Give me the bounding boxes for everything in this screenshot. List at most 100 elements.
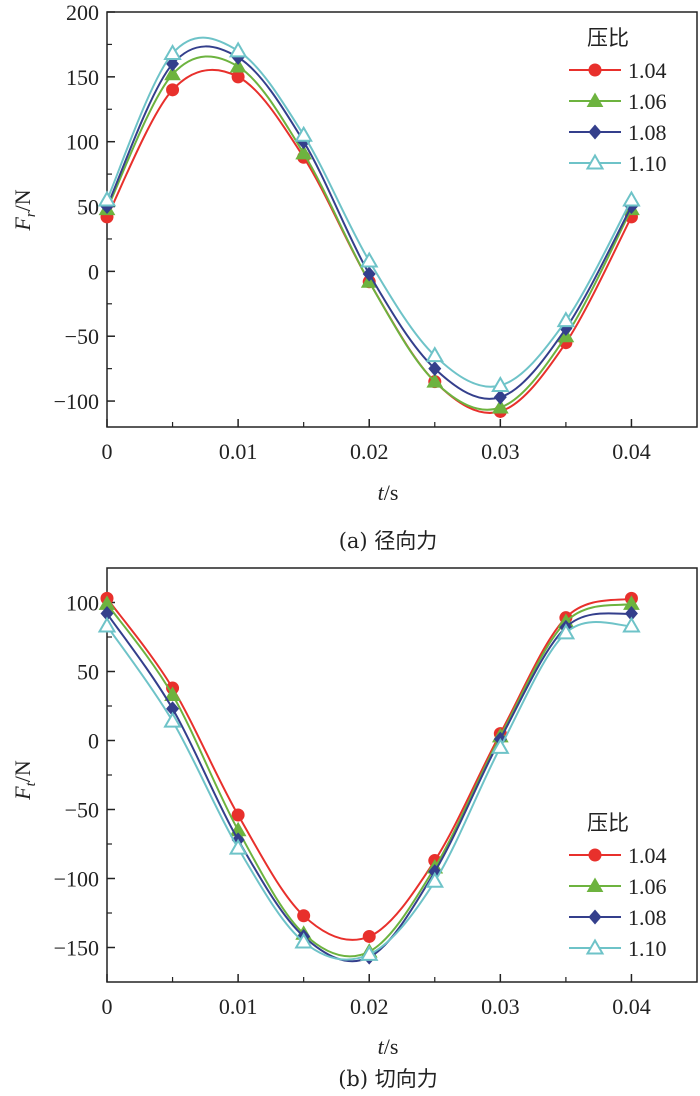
y-axis-title: Fr/N: [10, 189, 39, 231]
legend-label: 1.10: [628, 151, 667, 176]
x-axis-unit: /s: [384, 1034, 399, 1059]
series-1-08: [100, 606, 638, 965]
series-1-04: [100, 68, 638, 418]
data-point: [294, 932, 313, 949]
series-1-10: [97, 616, 641, 961]
legend-label: 1.10: [628, 936, 667, 961]
data-point: [425, 346, 445, 363]
data-point: [491, 375, 510, 392]
x-tick-label: 0.02: [350, 439, 389, 464]
y-axis-subscript: t: [23, 781, 39, 786]
x-tick-label: 0.03: [481, 994, 520, 1019]
legend-label: 1.04: [628, 58, 667, 83]
legend-label: 1.08: [628, 905, 667, 930]
data-point: [362, 266, 376, 282]
y-tick-label: 100: [66, 591, 99, 616]
y-tick-label: 200: [66, 0, 99, 25]
x-tick-label: 0.03: [481, 439, 520, 464]
legend-title: 压比: [587, 26, 629, 50]
data-point: [166, 56, 180, 72]
series-1-08: [100, 45, 638, 405]
x-tick-label: 0.02: [350, 994, 389, 1019]
data-point: [491, 399, 509, 414]
data-point: [100, 606, 114, 622]
data-point: [229, 57, 247, 73]
x-axis-symbol: t: [378, 1034, 385, 1059]
y-tick-label: 150: [66, 65, 99, 90]
data-point: [359, 944, 379, 961]
series-1-10: [97, 36, 641, 392]
legend-item: 1.06: [569, 874, 667, 899]
x-axis-title: t/s: [378, 480, 399, 505]
x-tick-label: 0.04: [612, 439, 651, 464]
data-point: [425, 871, 445, 888]
data-point: [624, 606, 638, 622]
legend: 压比 1.04 1.06 1.08 1.10: [569, 811, 667, 961]
y-axis-subscript: r: [23, 211, 39, 217]
y-tick-label: −50: [65, 324, 99, 349]
data-point: [491, 737, 510, 754]
legend-label: 1.08: [628, 120, 667, 145]
x-axis-title: t/s: [378, 1034, 399, 1059]
x-tick-label: 0: [102, 439, 113, 464]
x-tick-label: 0.01: [219, 994, 258, 1019]
x-tick-label: 0.01: [219, 439, 258, 464]
data-point: [426, 373, 444, 388]
legend-item: 1.08: [569, 905, 667, 930]
y-tick-label: −50: [65, 798, 99, 823]
legend-item: 1.04: [569, 843, 667, 868]
y-tick-label: 100: [66, 130, 99, 155]
series-line: [106, 45, 633, 400]
series-line: [106, 68, 633, 414]
x-axis-unit: /s: [384, 480, 399, 505]
legend-marker: [588, 909, 602, 925]
series-1-06: [98, 55, 640, 414]
series-line: [106, 621, 632, 961]
legend-marker: [588, 124, 602, 140]
data-point: [166, 701, 180, 717]
legend: 压比 1.04 1.06 1.08 1.10: [569, 26, 667, 176]
legend-marker: [585, 153, 605, 170]
series-1-04: [100, 591, 638, 943]
chart-tangential-force: 0 0.01 0.02 0.03 0.04 100 50 0 −50 −100 −150 压比 1.04…: [10, 567, 698, 1091]
y-tick-label: −100: [54, 867, 99, 892]
y-tick-label: 50: [77, 660, 99, 685]
data-point: [164, 686, 181, 701]
data-point: [362, 929, 376, 943]
data-point: [228, 838, 248, 855]
data-point: [297, 909, 311, 923]
data-point: [428, 361, 442, 377]
data-point: [164, 65, 181, 81]
data-point: [622, 616, 641, 633]
series-1-06: [98, 595, 640, 958]
x-tick-label: 0.04: [612, 994, 651, 1019]
data-point: [294, 125, 313, 142]
data-point: [163, 711, 182, 728]
legend-item: 1.10: [569, 936, 667, 961]
figure-caption: (b) 切向力: [338, 1067, 438, 1091]
data-point: [163, 43, 182, 60]
series-line: [106, 602, 632, 958]
data-point: [556, 311, 576, 328]
data-point: [231, 70, 245, 84]
y-tick-label: −100: [54, 389, 99, 414]
x-tick-label: 0: [102, 994, 113, 1019]
data-point: [359, 251, 379, 268]
data-point: [295, 144, 313, 160]
legend-marker: [585, 938, 605, 955]
legend-item: 1.10: [569, 151, 667, 176]
legend-marker: [588, 848, 602, 862]
chart-radial-force: 0 0.01 0.02 0.03 0.04 200 150 100 50 0 −50 −100 压比 1.…: [10, 0, 698, 553]
y-tick-label: 0: [88, 259, 99, 284]
series-line: [106, 612, 632, 963]
x-axis-symbol: t: [378, 480, 385, 505]
data-point: [231, 808, 245, 822]
y-axis-symbol: F: [10, 217, 35, 232]
y-axis-symbol: F: [10, 786, 35, 801]
data-point: [166, 83, 180, 97]
data-point: [556, 623, 576, 640]
data-point: [493, 389, 507, 405]
data-point: [97, 616, 117, 633]
legend-item: 1.04: [569, 58, 667, 83]
legend-marker: [586, 877, 604, 892]
